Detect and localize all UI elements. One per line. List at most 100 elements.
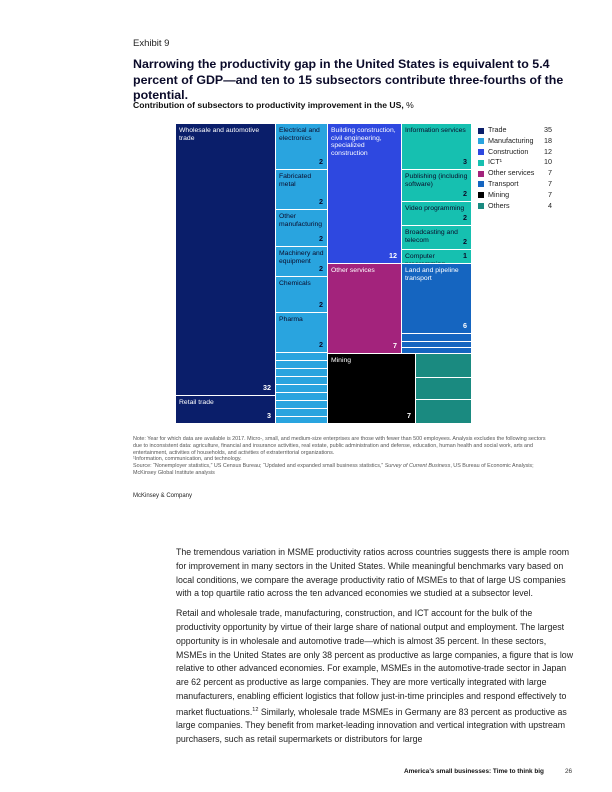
treemap-cell-other-services: Other services 7	[328, 264, 402, 354]
treemap-cell-transport-small	[402, 342, 472, 348]
legend-value: 12	[544, 146, 552, 156]
treemap-value: 7	[393, 341, 397, 350]
legend-value: 4	[548, 200, 552, 210]
chart-subtitle: Contribution of subsectors to productivi…	[133, 100, 414, 110]
treemap-cell-ict-4: Computer programming 1	[402, 250, 472, 264]
chart-notes: Note: Year for which data are available …	[133, 436, 551, 477]
treemap-cell-wholesale: Wholesale and automotive trade 32	[176, 124, 276, 396]
treemap-cell-others	[416, 400, 472, 424]
legend-value: 7	[548, 178, 552, 188]
treemap-cell-manufacturing-small	[276, 417, 328, 424]
legend-swatch	[478, 149, 484, 156]
legend-item: Mining 7	[478, 190, 573, 201]
legend-value: 35	[544, 125, 552, 134]
treemap-label: Chemicals	[279, 280, 311, 287]
treemap-cell-transport: Land and pipeline transport 6	[402, 264, 472, 334]
treemap-cell-transport-small	[402, 348, 472, 354]
legend-label: Others	[488, 200, 510, 210]
treemap-cell-manufacturing-small	[276, 353, 328, 361]
treemap-cell-manufacturing-1: Fabricated metal 2	[276, 170, 328, 210]
legend-label: Construction	[488, 146, 529, 156]
treemap-label: Video programming	[405, 205, 465, 212]
treemap-cell-mining: Mining 7	[328, 354, 416, 424]
source-italic: Survey of Current Business	[384, 463, 451, 470]
legend-item: ICT¹ 10	[478, 157, 573, 168]
legend-label: ICT¹	[488, 157, 502, 167]
chart-title-text: Contribution of subsectors to productivi…	[133, 100, 404, 110]
treemap-value: 2	[319, 157, 323, 166]
exhibit-label: Exhibit 9	[133, 38, 170, 49]
legend-label: Manufacturing	[488, 135, 534, 145]
source-prefix: Source: “Nonemployer statistics,” US Cen…	[133, 463, 384, 470]
legend-value: 7	[548, 189, 552, 199]
legend-item: Construction 12	[478, 147, 573, 158]
treemap-value: 32	[263, 383, 271, 392]
treemap-cell-manufacturing-4: Chemicals 2	[276, 277, 328, 313]
legend-swatch	[478, 181, 484, 188]
legend-item: Transport 7	[478, 179, 573, 190]
treemap-label: Broadcasting and telecom	[405, 229, 458, 244]
treemap-cell-manufacturing-small	[276, 369, 328, 377]
legend-swatch	[478, 138, 484, 145]
chart-legend: Trade 35 Manufacturing 18 Construction 12 ICT¹…	[478, 125, 573, 211]
treemap-value: 2	[319, 300, 323, 309]
treemap-label: Retail trade	[179, 399, 214, 406]
treemap-value: 3	[267, 411, 271, 420]
treemap-label: Wholesale and automotive trade	[179, 127, 260, 142]
page-number: 26	[565, 768, 573, 775]
treemap-value: 2	[463, 189, 467, 198]
treemap-cell-ict-2: Video programming 2	[402, 202, 472, 226]
legend-item: Manufacturing 18	[478, 136, 573, 147]
treemap-cell-manufacturing-small	[276, 377, 328, 385]
legend-swatch	[478, 203, 484, 210]
treemap-value: 2	[463, 213, 467, 222]
treemap-value: 2	[319, 234, 323, 243]
treemap-value: 2	[463, 237, 467, 246]
publisher-name: McKinsey & Company	[133, 493, 193, 499]
treemap-label: Information services	[405, 127, 466, 134]
treemap-cell-manufacturing-0: Electrical and electronics 2	[276, 124, 328, 170]
body-paragraph-2b: Similarly, wholesale trade MSMEs in Germ…	[176, 706, 567, 745]
body-paragraph-2: Retail and wholesale trade, manufacturin…	[176, 607, 576, 747]
treemap-label: Electrical and electronics	[279, 127, 320, 142]
treemap-value: 3	[463, 157, 467, 166]
legend-label: Trade	[488, 125, 507, 134]
treemap-label: Publishing (including software)	[405, 173, 468, 188]
body-paragraph-1: The tremendous variation in MSME product…	[176, 547, 570, 599]
treemap-label: Land and pipeline transport	[405, 267, 459, 282]
treemap-cell-manufacturing-small	[276, 393, 328, 401]
treemap-cell-others	[416, 354, 472, 378]
body-paragraph-2a: Retail and wholesale trade, manufacturin…	[176, 608, 574, 717]
legend-value: 10	[544, 157, 552, 167]
legend-swatch	[478, 159, 484, 166]
treemap-label: Other services	[331, 267, 375, 274]
treemap-label: Other manufacturing	[279, 213, 323, 228]
treemap-value: 6	[463, 321, 467, 330]
treemap-label: Building construction, civil engineering…	[331, 127, 396, 157]
legend-label: Other services	[488, 168, 535, 178]
legend-item: Others 4	[478, 201, 573, 212]
exhibit-title: Narrowing the productivity gap in the Un…	[133, 57, 564, 102]
legend-value: 18	[544, 135, 552, 145]
legend-swatch	[478, 170, 484, 177]
treemap-label: Machinery and equipment	[279, 250, 324, 265]
treemap-cell-ict-1: Publishing (including software) 2	[402, 170, 472, 202]
note-text: Note: Year for which data are available …	[133, 436, 546, 456]
body-text: The tremendous variation in MSME product…	[176, 546, 576, 753]
treemap-cell-manufacturing-small	[276, 385, 328, 393]
treemap-value: 7	[407, 411, 411, 420]
treemap-label: Pharma	[279, 316, 303, 323]
legend-label: Mining	[488, 189, 510, 199]
legend-value: 7	[548, 168, 552, 178]
treemap-label: Computer programming	[405, 253, 445, 263]
treemap-cell-ict-3: Broadcasting and telecom 2	[402, 226, 472, 250]
footnote-text: ¹Information, communication, and technol…	[133, 456, 242, 463]
footnote-ref: 12	[252, 706, 259, 713]
legend-swatch	[478, 192, 484, 199]
legend-item: Other services 7	[478, 168, 573, 179]
treemap-cell-construction: Building construction, civil engineering…	[328, 124, 402, 264]
treemap-value: 12	[389, 251, 397, 260]
chart-unit: %	[406, 100, 414, 110]
legend-item: Trade 35	[478, 125, 573, 136]
treemap-cell-retail: Retail trade 3	[176, 396, 276, 424]
